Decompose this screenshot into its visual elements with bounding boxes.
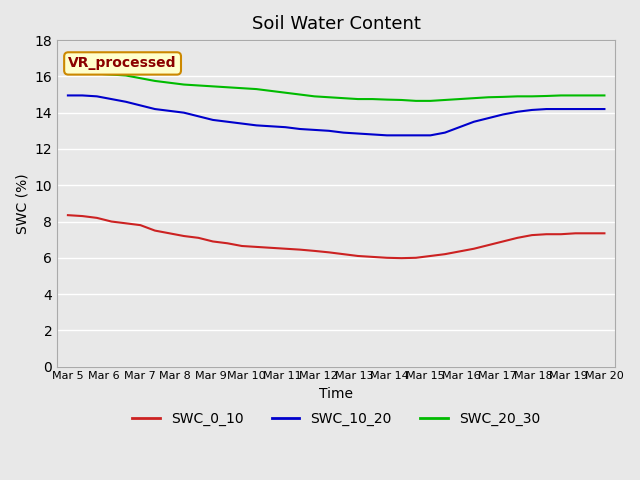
- Y-axis label: SWC (%): SWC (%): [15, 173, 29, 234]
- X-axis label: Time: Time: [319, 387, 353, 401]
- Text: VR_processed: VR_processed: [68, 57, 177, 71]
- Legend: SWC_0_10, SWC_10_20, SWC_20_30: SWC_0_10, SWC_10_20, SWC_20_30: [127, 406, 545, 432]
- Title: Soil Water Content: Soil Water Content: [252, 15, 420, 33]
